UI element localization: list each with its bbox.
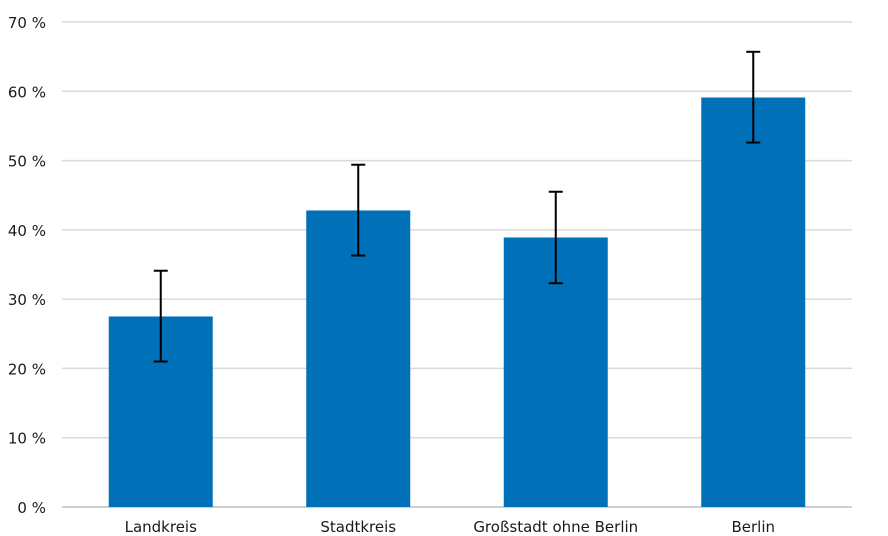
y-tick-label-20: 20 % <box>8 360 46 378</box>
y-tick-label-0: 0 % <box>17 499 46 517</box>
category-label-0: Landkreis <box>125 518 197 536</box>
error-bars <box>153 50 761 363</box>
bars <box>108 97 806 508</box>
category-label-3: Berlin <box>731 518 775 536</box>
y-tick-label-50: 50 % <box>8 153 46 171</box>
y-tick-label-30: 30 % <box>8 291 46 309</box>
category-label-1: Stadtkreis <box>320 518 396 536</box>
y-tick-label-60: 60 % <box>8 83 46 101</box>
y-tick-label-10: 10 % <box>8 430 46 448</box>
bar-1 <box>306 210 411 507</box>
y-axis-tick-labels: 0 % 10 % 20 % 30 % 40 % 50 % 60 % 70 % <box>8 14 46 517</box>
x-axis-category-labels: Landkreis Stadtkreis Großstadt ohne Berlin… <box>125 518 775 536</box>
category-label-2: Großstadt ohne Berlin <box>473 518 638 536</box>
y-tick-label-40: 40 % <box>8 222 46 240</box>
bar-3 <box>701 97 806 508</box>
y-tick-label-70: 70 % <box>8 14 46 32</box>
